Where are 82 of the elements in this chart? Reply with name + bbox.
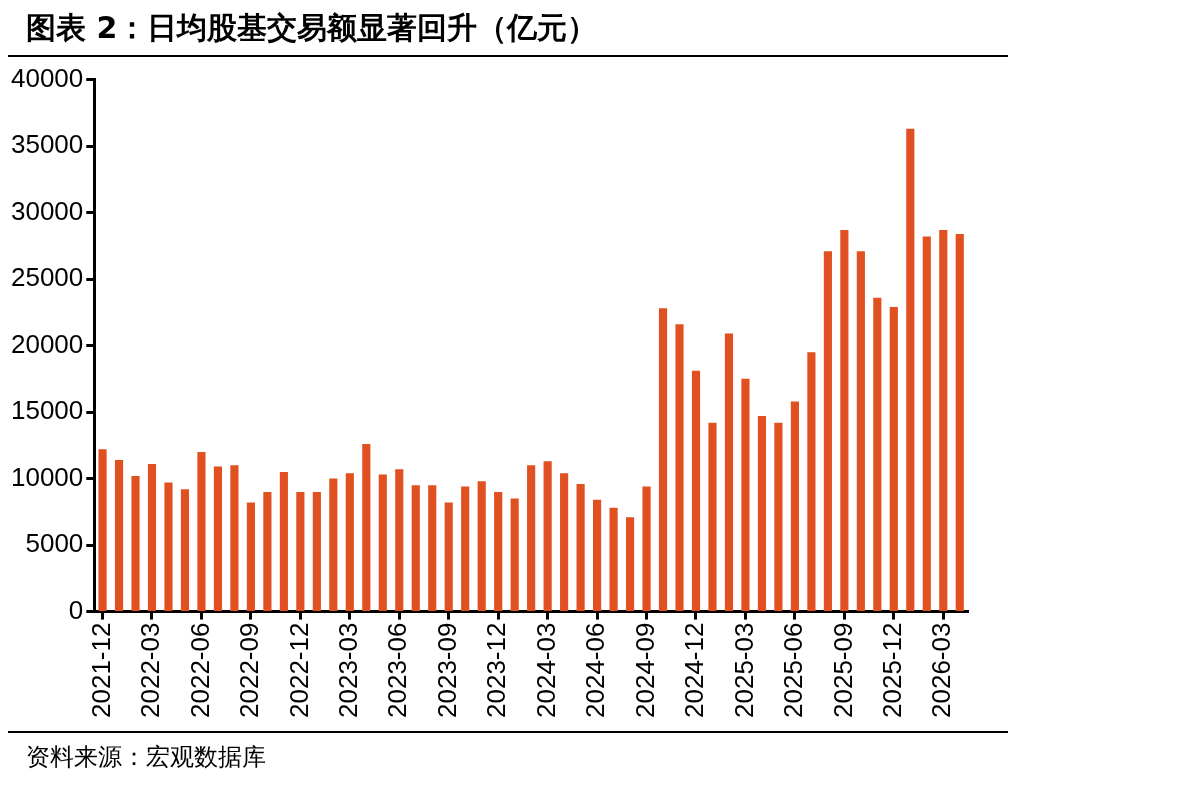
y-tick-label: 20000 <box>10 328 84 359</box>
y-tick-label: 30000 <box>10 195 84 226</box>
bar <box>461 486 470 612</box>
x-tick-label: 2023-12 <box>481 622 512 718</box>
bar <box>658 308 668 612</box>
bar <box>724 333 734 612</box>
y-tick-label: 0 <box>68 594 84 625</box>
bar <box>510 498 519 612</box>
bar <box>131 475 140 612</box>
bar <box>180 489 190 612</box>
bar <box>625 517 635 612</box>
bar <box>477 481 486 612</box>
y-tick-label: 15000 <box>10 395 84 426</box>
y-tick-label: 10000 <box>10 461 84 492</box>
bar <box>840 229 849 612</box>
x-tick-label: 2023-09 <box>431 622 462 718</box>
bar <box>114 459 124 612</box>
x-tick-label: 2023-06 <box>382 622 413 718</box>
bar <box>296 491 305 612</box>
bar <box>312 491 321 612</box>
bar <box>856 251 865 612</box>
bar <box>197 451 206 612</box>
bar <box>428 485 437 612</box>
bar <box>147 463 157 612</box>
bar <box>790 401 799 612</box>
bar <box>741 378 750 612</box>
x-tick-label: 2022-03 <box>135 622 166 718</box>
x-tick-label: 2025-09 <box>827 622 858 718</box>
x-tick-label: 2024-12 <box>679 622 710 718</box>
x-tick-label: 2022-06 <box>184 622 215 718</box>
bar <box>691 370 701 612</box>
x-tick-label: 2025-06 <box>778 622 809 718</box>
bar <box>774 422 783 612</box>
bar <box>164 482 173 612</box>
y-tick-label: 35000 <box>10 129 84 160</box>
bar <box>329 478 338 612</box>
bar <box>230 465 239 612</box>
bar <box>642 486 651 612</box>
bar <box>807 352 816 612</box>
x-tick-label: 2023-03 <box>332 622 363 718</box>
x-tick-label: 2025-12 <box>876 622 907 718</box>
bar <box>939 229 948 612</box>
bar <box>906 128 915 612</box>
y-tick-label: 25000 <box>10 262 84 293</box>
bar <box>675 324 684 612</box>
y-tick-label: 5000 <box>25 528 84 559</box>
x-tick-label: 2022-09 <box>234 622 265 718</box>
bar <box>345 473 354 612</box>
bar <box>576 483 585 612</box>
x-tick-label: 2025-03 <box>728 622 759 718</box>
bar <box>411 485 420 612</box>
bar <box>395 469 404 612</box>
bar <box>543 461 552 612</box>
x-tick-label: 2022-12 <box>283 622 314 718</box>
y-tick-label: 40000 <box>10 62 84 93</box>
bar <box>757 416 767 612</box>
bar <box>560 473 569 612</box>
bar <box>527 465 536 612</box>
bar <box>213 466 223 612</box>
bar <box>593 499 602 612</box>
bar <box>444 502 453 612</box>
bar <box>362 444 371 612</box>
bar <box>279 471 288 612</box>
bar <box>889 307 898 612</box>
bar <box>955 233 964 612</box>
bar <box>246 502 255 612</box>
bar <box>378 474 387 612</box>
bar <box>708 422 717 612</box>
chart-title: 图表 2：日均股基交易额显著回升（亿元） <box>8 8 1008 57</box>
x-tick-label: 2024-06 <box>580 622 611 718</box>
x-tick-label: 2026-03 <box>926 622 957 718</box>
x-tick-label: 2021-12 <box>85 622 116 718</box>
bar <box>494 491 503 612</box>
bar <box>609 507 618 612</box>
text: 资料来源：宏观数据库 <box>26 742 267 772</box>
bar <box>873 297 882 612</box>
bar <box>823 251 832 612</box>
bar <box>263 491 272 612</box>
bar <box>922 236 931 612</box>
x-tick-label: 2024-03 <box>530 622 561 718</box>
bar <box>98 449 107 612</box>
x-tick-label: 2024-09 <box>629 622 660 718</box>
